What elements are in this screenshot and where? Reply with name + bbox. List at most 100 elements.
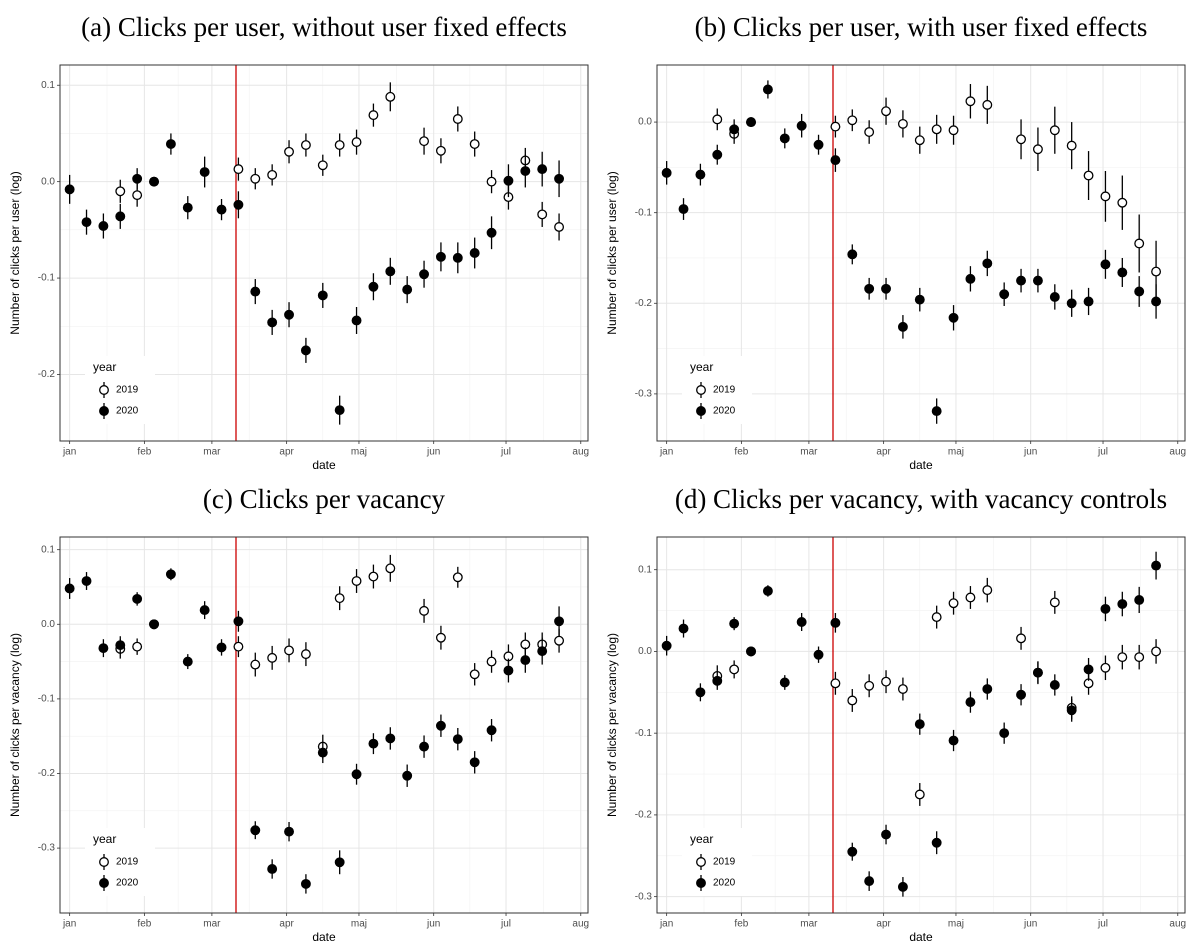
panel: (c) Clicks per vacancy jan feb mar apr maj jun… [8, 484, 589, 942]
x-axis-label: date [312, 458, 336, 472]
x-tick-label: jun [426, 447, 440, 458]
legend-background [682, 356, 752, 424]
point [300, 345, 311, 356]
point [1049, 679, 1060, 690]
x-tick-label: jun [426, 919, 440, 930]
point [250, 825, 261, 836]
point [334, 405, 345, 416]
y-tick-label: 0.1 [41, 80, 55, 91]
y-axis-label: Number of clicks per user (log) [605, 171, 619, 334]
point [503, 175, 514, 186]
point [284, 309, 294, 320]
plot-border [59, 536, 589, 914]
point [1134, 238, 1145, 249]
point [469, 139, 480, 150]
point [520, 655, 531, 666]
legend-key [696, 878, 706, 888]
point [830, 121, 841, 132]
point [149, 176, 159, 187]
point [520, 166, 531, 177]
point [1066, 705, 1077, 716]
point [796, 120, 807, 131]
point [830, 617, 841, 628]
panel: (b) Clicks per user, with user fixed eff… [605, 12, 1186, 472]
point [881, 676, 891, 687]
x-axis-label: date [909, 458, 933, 472]
point [368, 110, 379, 121]
y-tick-label: -0.1 [635, 207, 653, 218]
x-tick-label: feb [137, 919, 151, 930]
point [864, 680, 875, 691]
point [982, 684, 993, 694]
point [1083, 296, 1094, 307]
panel-title: (b) Clicks per user, with user fixed eff… [695, 12, 1148, 42]
point [435, 632, 446, 643]
x-tick-label: jan [62, 447, 76, 458]
x-tick-label: jul [500, 447, 511, 458]
x-tick-label: jan [659, 447, 673, 458]
panel: (d) Clicks per vacancy, with vacancy con… [605, 484, 1186, 942]
point [1100, 191, 1111, 202]
x-tick-label: maj [948, 447, 964, 458]
point [452, 572, 463, 583]
point [948, 598, 959, 609]
x-tick-label: feb [734, 447, 748, 458]
point [250, 286, 261, 297]
point [132, 190, 143, 201]
x-tick-label: feb [137, 447, 151, 458]
point [965, 273, 976, 284]
point [813, 649, 824, 660]
point [746, 646, 756, 657]
y-tick-label: 0.1 [638, 564, 652, 575]
point [847, 695, 858, 706]
x-tick-label: jun [1023, 919, 1037, 930]
y-tick-label: -0.2 [635, 810, 653, 821]
point [1032, 275, 1043, 286]
point [402, 284, 413, 295]
y-tick-label: -0.1 [38, 694, 56, 705]
x-tick-label: maj [351, 919, 367, 930]
point [931, 124, 942, 135]
point [1016, 633, 1027, 644]
point [250, 173, 261, 184]
point [419, 741, 430, 752]
point [712, 675, 723, 686]
point [1117, 267, 1128, 278]
point [762, 84, 773, 95]
point [233, 616, 244, 627]
point [182, 656, 193, 667]
panel-title: (d) Clicks per vacancy, with vacancy con… [675, 484, 1167, 514]
point [695, 169, 706, 180]
point [419, 136, 430, 147]
legend-title: year [93, 832, 116, 846]
x-tick-label: jan [659, 919, 673, 930]
x-tick-label: aug [1169, 919, 1186, 930]
y-axis-label: Number of clicks per vacancy (log) [8, 633, 22, 817]
legend-key [99, 406, 109, 416]
point [1134, 652, 1145, 663]
point [165, 569, 176, 580]
legend-label: 2019 [713, 385, 736, 396]
plot-border [656, 536, 1186, 914]
legend-key [99, 385, 109, 395]
point [948, 735, 959, 746]
point [813, 139, 824, 150]
y-tick-label: 0.0 [41, 619, 55, 630]
point [881, 106, 891, 117]
point [64, 583, 75, 594]
y-axis-label: Number of clicks per vacancy (log) [605, 633, 619, 817]
point [830, 678, 841, 689]
point [847, 846, 858, 857]
point [486, 725, 497, 736]
point [914, 135, 925, 146]
x-axis-label: date [909, 930, 933, 942]
point [897, 118, 908, 129]
point [317, 747, 328, 758]
point [965, 592, 976, 603]
point [729, 664, 740, 675]
point [165, 139, 176, 150]
point [965, 96, 976, 107]
point [1151, 646, 1162, 657]
point [537, 209, 548, 220]
